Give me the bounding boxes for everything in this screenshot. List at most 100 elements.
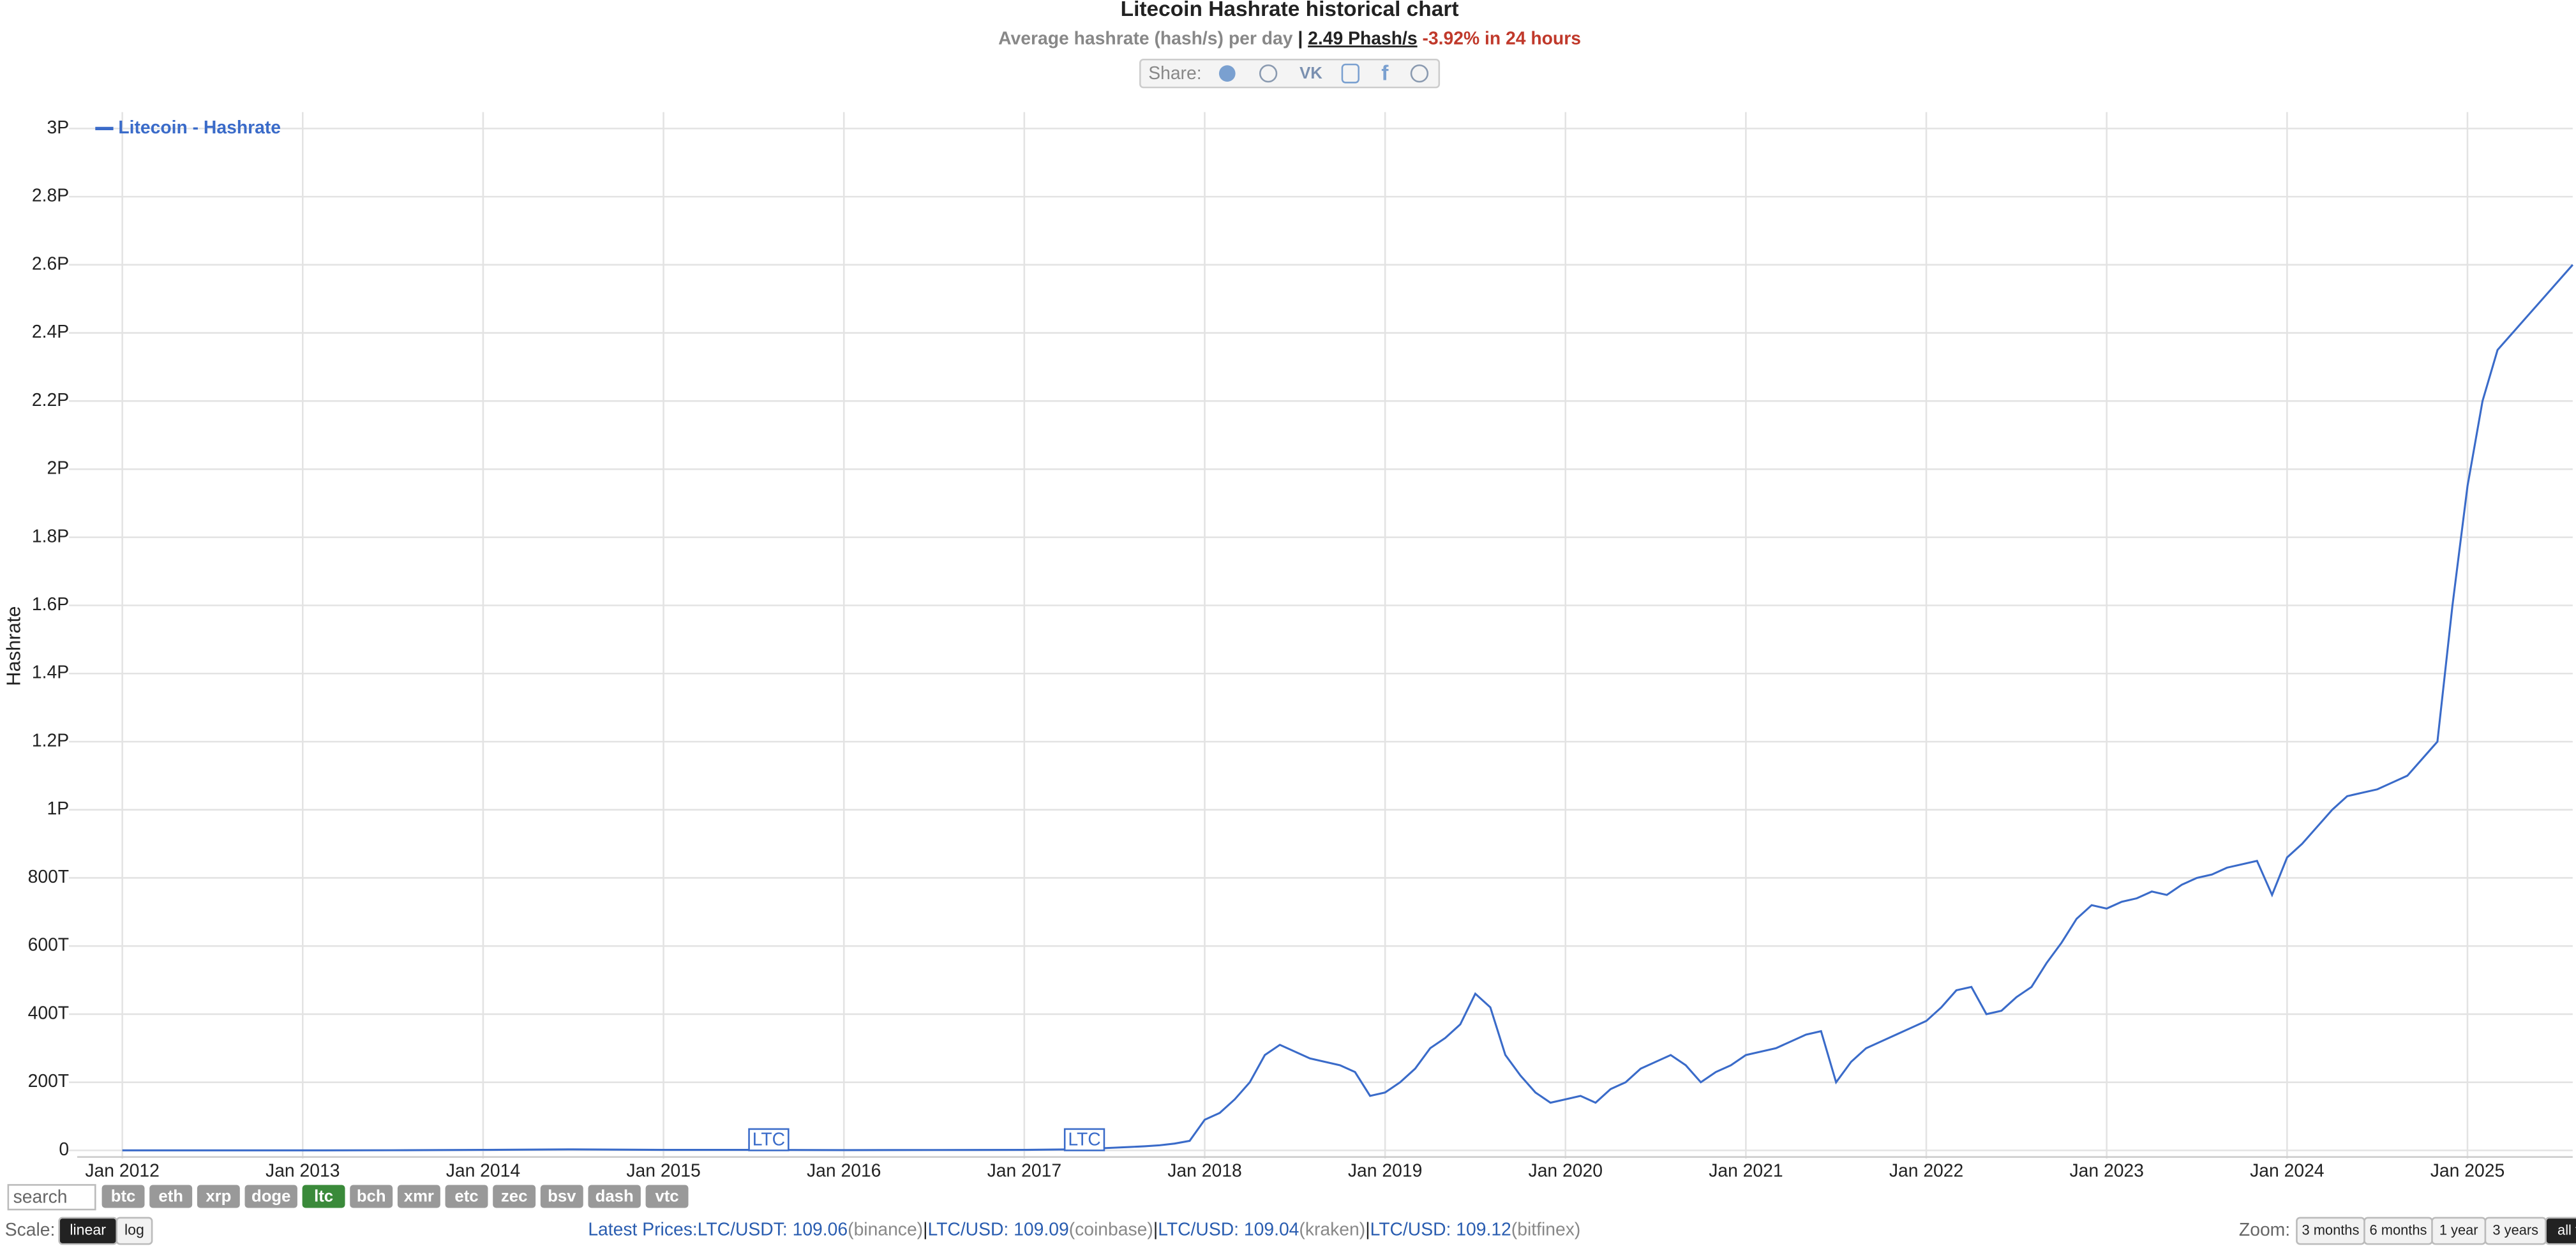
- subtitle: Average hashrate (hash/s) per day | 2.49…: [998, 28, 1581, 49]
- annotation-flag: [748, 1128, 790, 1151]
- prices-label: Latest Prices:: [588, 1219, 697, 1240]
- y-tick-label: 1P: [47, 798, 69, 818]
- current-hashrate: 2.49 Phash/s: [1308, 28, 1417, 49]
- x-tick-label: Jan 2018: [1167, 1160, 1241, 1180]
- coin-button[interactable]: [397, 1185, 440, 1208]
- y-tick-label: 1.6P: [32, 594, 69, 614]
- x-tick-label: Jan 2021: [1709, 1160, 1783, 1180]
- twitter-icon[interactable]: [1218, 65, 1236, 82]
- coin-button[interactable]: [197, 1185, 240, 1208]
- coin-label: btc: [111, 1188, 136, 1206]
- coin-button[interactable]: [101, 1185, 145, 1208]
- latest-prices: Latest Prices:LTC/USDT: 109.06(binance)|…: [588, 1219, 1580, 1240]
- legend-label: Litecoin - Hashrate: [118, 117, 281, 137]
- coin-label: ltc: [314, 1188, 333, 1206]
- coin-label: eth: [158, 1188, 183, 1206]
- coin-label: zec: [501, 1188, 527, 1206]
- y-tick-label: 2P: [47, 458, 69, 478]
- x-tick-label: Jan 2015: [626, 1160, 700, 1180]
- share-bar: Share: VK f: [1139, 58, 1441, 89]
- chart-title: Litecoin Hashrate historical chart: [1121, 0, 1459, 21]
- coin-label: dash: [595, 1188, 634, 1206]
- x-tick-label: Jan 2020: [1529, 1160, 1603, 1180]
- x-tick-label: Jan 2016: [807, 1160, 881, 1180]
- y-tick-label: 0: [59, 1139, 69, 1159]
- search-box[interactable]: [7, 1184, 96, 1211]
- like-icon[interactable]: [1341, 63, 1359, 84]
- line-series: [122, 264, 2574, 1151]
- x-tick-label: Jan 2025: [2430, 1160, 2505, 1180]
- change: -3.92% in 24 hours: [1423, 28, 1581, 49]
- price-separator: |: [1365, 1219, 1370, 1240]
- x-tick-label: Jan 2019: [1348, 1160, 1422, 1180]
- x-tick-label: Jan 2024: [2250, 1160, 2324, 1180]
- coin-button[interactable]: [244, 1185, 297, 1208]
- scale-button-label: log: [124, 1222, 144, 1238]
- y-tick-label: 2.2P: [32, 389, 69, 410]
- zoom-button-label: all time: [2557, 1222, 2576, 1238]
- coin-button[interactable]: [540, 1185, 583, 1208]
- coin-label: etc: [454, 1188, 478, 1206]
- zoom-button[interactable]: [2545, 1217, 2576, 1245]
- y-tick-label: 400T: [28, 1002, 69, 1023]
- share-box: [1139, 58, 1441, 89]
- price-pair: LTC/USDT: 109.06: [698, 1219, 848, 1240]
- price-pair: LTC/USD: 109.04: [1158, 1219, 1299, 1240]
- share-label: Share:: [1148, 63, 1201, 83]
- vk-icon[interactable]: VK: [1299, 64, 1322, 82]
- price-source: (kraken): [1299, 1219, 1365, 1240]
- search-placeholder: search: [13, 1187, 68, 1207]
- coin-label: doge: [251, 1188, 290, 1206]
- coin-button[interactable]: [645, 1185, 689, 1208]
- coin-button[interactable]: [350, 1185, 393, 1208]
- scale-button[interactable]: [116, 1217, 153, 1245]
- coin-button[interactable]: [445, 1185, 488, 1208]
- y-axis-label: Hashrate: [2, 606, 24, 686]
- y-tick-label: 1.4P: [32, 662, 69, 682]
- y-tick-label: 200T: [28, 1070, 69, 1091]
- price-source: (binance): [848, 1219, 923, 1240]
- x-tick-label: Jan 2012: [85, 1160, 159, 1180]
- y-tick-label: 2.6P: [32, 253, 69, 273]
- price-source: (coinbase): [1069, 1219, 1153, 1240]
- coin-label: vtc: [655, 1188, 678, 1206]
- zoom-button-label: 6 months: [2370, 1222, 2427, 1238]
- annotation-label: LTC: [1068, 1128, 1100, 1149]
- scale-label: Scale:: [5, 1219, 56, 1240]
- y-tick-label: 2.4P: [32, 321, 69, 341]
- coin-button[interactable]: [302, 1185, 345, 1208]
- x-tick-label: Jan 2014: [446, 1160, 520, 1180]
- x-tick-label: Jan 2017: [987, 1160, 1061, 1180]
- price-source: (bitfinex): [1511, 1219, 1581, 1240]
- price-separator: |: [923, 1219, 927, 1240]
- price-pair: LTC/USD: 109.12: [1370, 1219, 1511, 1240]
- y-tick-label: 1.2P: [32, 730, 69, 750]
- coin-label: bch: [357, 1188, 386, 1206]
- zoom-button-label: 3 years: [2492, 1222, 2538, 1238]
- y-tick-label: 1.8P: [32, 525, 69, 546]
- price-separator: |: [1153, 1219, 1158, 1240]
- annotation-label: LTC: [753, 1128, 785, 1149]
- x-tick-label: Jan 2013: [266, 1160, 340, 1180]
- coin-label: bsv: [548, 1188, 576, 1206]
- y-tick-label: 600T: [28, 934, 69, 955]
- zoom-label: Zoom:: [2239, 1219, 2290, 1240]
- y-tick-label: 800T: [28, 866, 69, 887]
- coin-button[interactable]: [588, 1185, 641, 1208]
- annotation-flag: [1063, 1128, 1105, 1151]
- plot: 0 200T 400T 600T 800T 1P 1.2P 1.4P 1.6P 1.8P 2P 2.2…: [28, 112, 2574, 1180]
- subtitle-separator: |: [1298, 28, 1303, 49]
- zoom-button-label: 1 year: [2439, 1222, 2478, 1238]
- coin-button[interactable]: [493, 1185, 536, 1208]
- x-tick-label: Jan 2022: [1889, 1160, 1963, 1180]
- scale-button-label: linear: [70, 1222, 106, 1238]
- coin-button[interactable]: [149, 1185, 193, 1208]
- coin-label: xrp: [206, 1188, 231, 1206]
- coin-label: xmr: [404, 1188, 434, 1206]
- weibo-icon[interactable]: [1410, 64, 1429, 83]
- y-tick-label: 2.8P: [32, 185, 69, 206]
- reddit-icon[interactable]: [1259, 64, 1278, 83]
- facebook-icon[interactable]: f: [1381, 61, 1389, 85]
